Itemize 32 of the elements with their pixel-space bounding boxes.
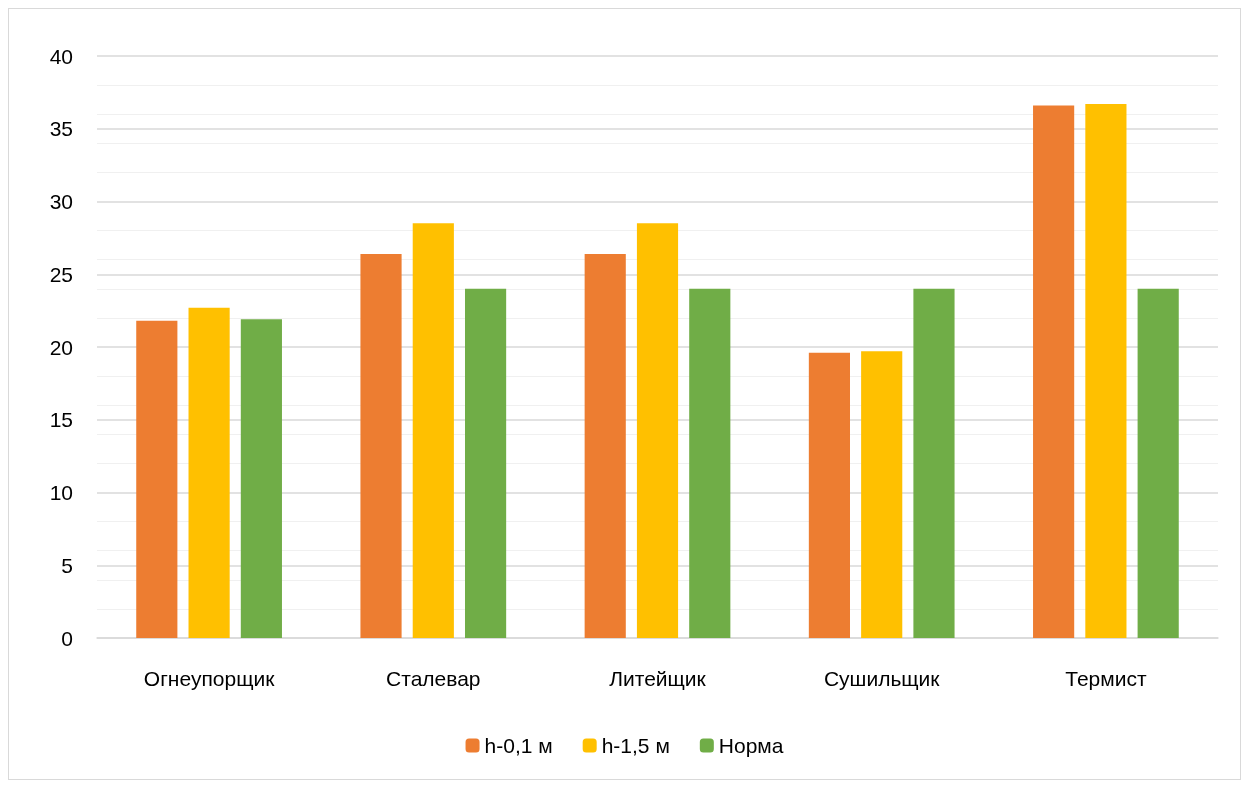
bar [240,319,282,638]
y-tick-label: 40 [49,44,73,68]
bar [584,253,626,638]
bar [913,288,955,638]
bar [465,288,507,638]
y-tick-label: 20 [49,335,73,359]
y-tick-label: 15 [49,408,73,432]
bar [136,320,178,638]
x-tick-label: Сушильщик [823,667,941,690]
bar [636,223,679,638]
bar [412,223,454,638]
y-tick-label: 35 [49,117,73,141]
bar [1033,105,1075,638]
bar [188,307,230,638]
x-tick-label: Термист [1065,667,1147,690]
x-tick-label: Сталевар [386,667,481,690]
bar [808,352,850,638]
bar [861,351,903,638]
y-tick-label: 25 [49,262,73,286]
legend-label: h-0,1 м [484,734,553,757]
bar [1085,104,1127,638]
x-tick-label: Огнеупорщик [143,667,276,690]
bar [689,288,731,638]
legend-label: h-1,5 м [601,734,670,757]
legend-label: Норма [718,734,784,757]
y-tick-label: 10 [49,481,73,504]
y-tick-label: 30 [49,190,73,213]
x-tick-label: Литейщик [609,667,707,690]
bar [360,253,402,638]
y-tick-label: 0 [61,626,73,650]
y-tick-label: 5 [61,553,73,577]
bar [1137,288,1179,638]
